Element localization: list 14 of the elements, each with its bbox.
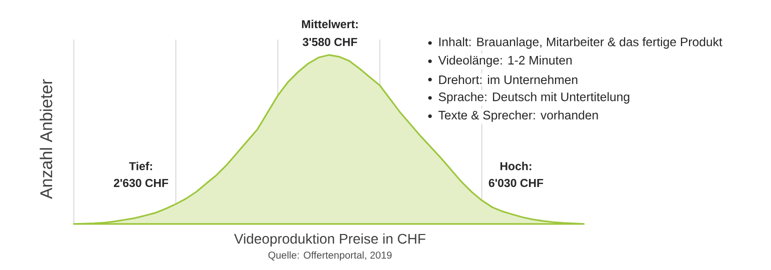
annotation: Sprache: Deutsch mit Untertitelung	[438, 92, 630, 104]
annotation: 6'030 CHF	[488, 178, 544, 188]
annotation: Drehort: im Unternehmen	[439, 75, 578, 84]
text: Mittelwert:	[302, 20, 358, 28]
annotation: Hoch:	[500, 162, 532, 170]
annotation: Texte & Sprecher: vorhanden	[438, 110, 598, 122]
text: 3'580 CHF	[302, 38, 358, 46]
x-axis-title: Videoproduktion Preise in CHF	[234, 233, 426, 247]
text: Inhalt: Brauanlage, Mitarbeiter & das fertige Produkt	[439, 37, 722, 49]
y-axis-title: Anzahl Anbieter	[40, 79, 52, 199]
annotation: 2'630 CHF	[114, 178, 168, 188]
annotation: Tief:	[129, 162, 152, 170]
annotation: Videolänge: 1-2 Minuten	[438, 56, 572, 68]
source-note: Quelle: Offertenportal, 2019	[268, 251, 392, 261]
